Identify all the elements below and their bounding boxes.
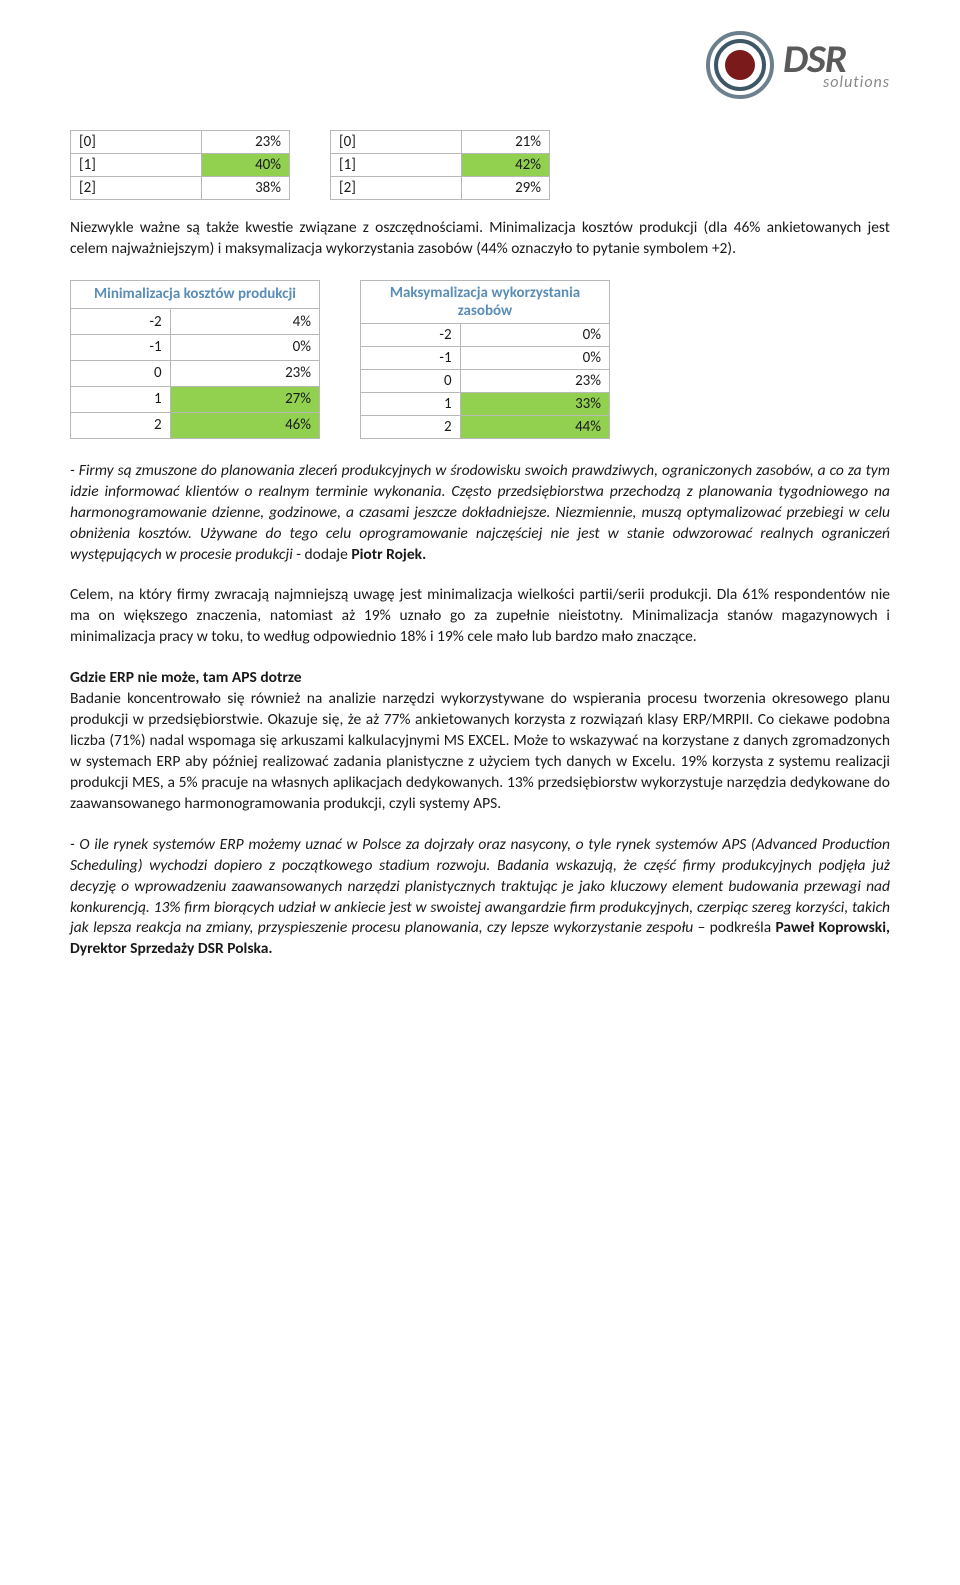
cell-value: 29% xyxy=(462,177,550,200)
cell-label: [0] xyxy=(331,131,462,154)
quote-1: - Firmy są zmuszone do planowania zleceń… xyxy=(70,461,890,566)
cell-key: 0 xyxy=(71,360,171,386)
cell-value: 40% xyxy=(202,154,290,177)
cell-value: 0% xyxy=(460,323,609,346)
cell-value: 23% xyxy=(460,369,609,392)
cell-value: 23% xyxy=(170,360,319,386)
cell-value: 38% xyxy=(202,177,290,200)
cell-key: 1 xyxy=(71,386,171,412)
cell-value: 27% xyxy=(170,386,319,412)
big-tables-row: Minimalizacja kosztów produkcji-24%-10%0… xyxy=(70,280,890,439)
mini-table-left: [0]23%[1]40%[2]38% xyxy=(70,130,290,200)
table-row: 246% xyxy=(71,412,320,438)
quote-1-author: Piotr Rojek. xyxy=(351,545,426,564)
cell-label: [1] xyxy=(331,154,462,177)
paragraph-2: Celem, na który firmy zwracają najmniejs… xyxy=(70,585,890,648)
cell-key: 2 xyxy=(71,412,171,438)
table-row: 244% xyxy=(361,415,610,438)
cell-value: 0% xyxy=(460,346,609,369)
mini-table-right: [0]21%[1]42%[2]29% xyxy=(330,130,550,200)
cell-key: -1 xyxy=(361,346,461,369)
table-header: Minimalizacja kosztów produkcji xyxy=(71,280,320,308)
cell-label: [2] xyxy=(331,177,462,200)
table-row: -24% xyxy=(71,309,320,335)
logo-mark-icon xyxy=(705,30,775,100)
cell-value: 44% xyxy=(460,415,609,438)
cell-value: 21% xyxy=(462,131,550,154)
table-row: [2]38% xyxy=(71,177,290,200)
paragraph-3: Badanie koncentrowało się również na ana… xyxy=(70,689,890,815)
table-row: [2]29% xyxy=(331,177,550,200)
logo-subtitle: solutions xyxy=(823,75,890,91)
cell-key: -1 xyxy=(71,335,171,361)
quote-1-body: - Firmy są zmuszone do planowania zleceń… xyxy=(70,461,890,564)
cell-value: 42% xyxy=(462,154,550,177)
cell-key: -2 xyxy=(361,323,461,346)
table-row: 133% xyxy=(361,392,610,415)
section-heading: Gdzie ERP nie może, tam APS dotrze xyxy=(70,668,890,687)
table-row: -10% xyxy=(71,335,320,361)
table-row: 127% xyxy=(71,386,320,412)
section-block: Gdzie ERP nie może, tam APS dotrze Badan… xyxy=(70,668,890,815)
big-table-right: Maksymalizacja wykorzystania zasobów-20%… xyxy=(360,280,610,439)
cell-value: 0% xyxy=(170,335,319,361)
cell-value: 33% xyxy=(460,392,609,415)
table-row: [1]42% xyxy=(331,154,550,177)
paragraph-intro: Niezwykle ważne są także kwestie związan… xyxy=(70,218,890,260)
cell-label: [1] xyxy=(71,154,202,177)
quote-1-tail: - dodaje xyxy=(296,545,351,564)
cell-label: [2] xyxy=(71,177,202,200)
header-logo-area: DSR solutions xyxy=(70,30,890,100)
quote-2: - O ile rynek systemów ERP możemy uznać … xyxy=(70,835,890,961)
table-header: Maksymalizacja wykorzystania zasobów xyxy=(361,280,610,323)
cell-key: 1 xyxy=(361,392,461,415)
cell-key: 0 xyxy=(361,369,461,392)
big-table-left: Minimalizacja kosztów produkcji-24%-10%0… xyxy=(70,280,320,439)
cell-key: 2 xyxy=(361,415,461,438)
table-row: [1]40% xyxy=(71,154,290,177)
table-row: -10% xyxy=(361,346,610,369)
cell-key: -2 xyxy=(71,309,171,335)
mini-tables-row: [0]23%[1]40%[2]38% [0]21%[1]42%[2]29% xyxy=(70,130,890,200)
quote-2-tail: – podkreśla xyxy=(693,918,775,937)
table-row: 023% xyxy=(71,360,320,386)
cell-value: 23% xyxy=(202,131,290,154)
table-row: -20% xyxy=(361,323,610,346)
logo-text: DSR solutions xyxy=(783,39,890,91)
dsr-logo: DSR solutions xyxy=(705,30,890,100)
table-row: [0]21% xyxy=(331,131,550,154)
cell-value: 46% xyxy=(170,412,319,438)
table-row: [0]23% xyxy=(71,131,290,154)
cell-label: [0] xyxy=(71,131,202,154)
cell-value: 4% xyxy=(170,309,319,335)
table-row: 023% xyxy=(361,369,610,392)
